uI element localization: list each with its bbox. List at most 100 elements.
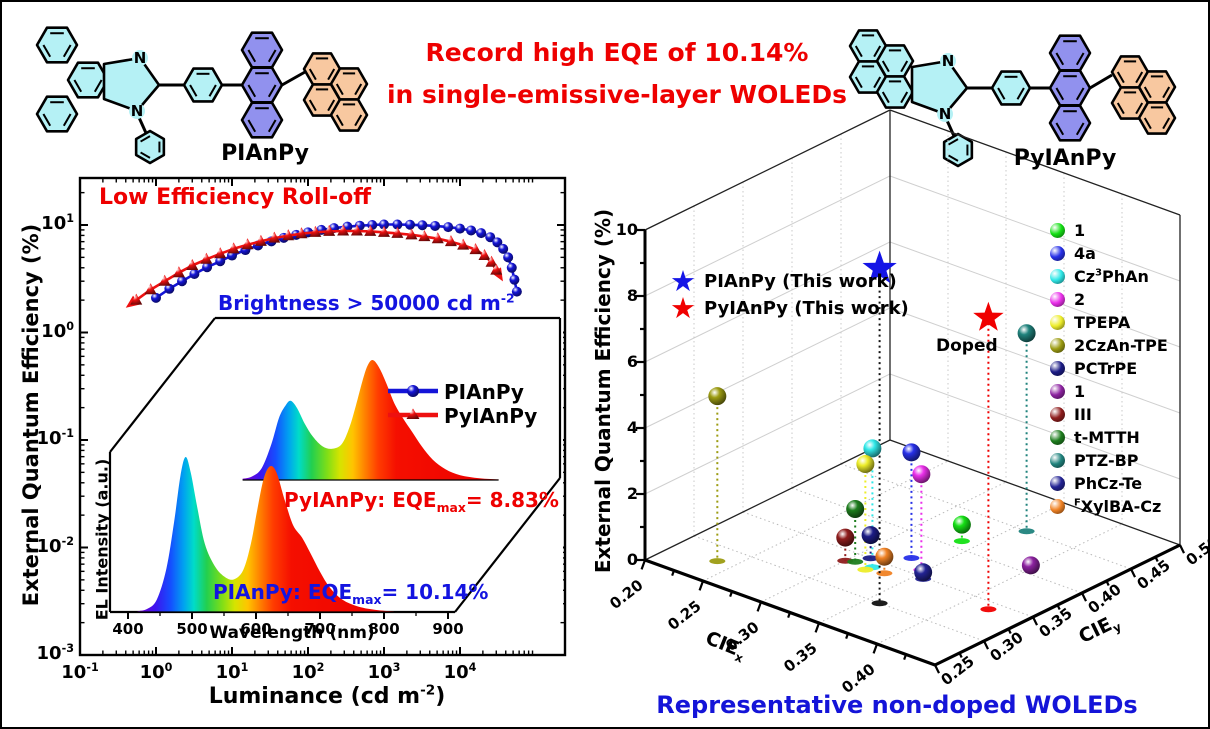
svg-text:N: N [942, 52, 955, 70]
inset-x-tick-label: 800 [368, 620, 400, 638]
legend-label: TPEPA [1074, 313, 1131, 332]
data-point-4a [902, 443, 921, 462]
star-PyIAnPy [973, 301, 1004, 331]
eqe-luminance-plot [78, 176, 567, 657]
pyianpy-structure: NN [848, 29, 1177, 168]
legend-row: 2CzAn-TPE [1050, 334, 1168, 357]
sphere-marker-icon [1050, 407, 1065, 422]
cie-3d-scatter-plot [636, 109, 1185, 674]
eqe-chart-xlabel: Luminance (cd m-2) [208, 682, 446, 709]
sphere-marker-icon [1050, 315, 1065, 330]
y-tick-label: 10-1 [36, 427, 74, 449]
inset-x-tick-label: 400 [112, 620, 144, 638]
star-icon: ★ [670, 291, 696, 325]
headline-line1: Record high EQE of 10.14% [425, 38, 809, 67]
inset-ylabel: EL Intensity (a.u.) [92, 458, 112, 621]
data-point-PhCz-Te [914, 563, 933, 582]
star-legend-label: PIAnPy (This work) [704, 271, 897, 292]
doped-annotation: Doped [936, 336, 998, 356]
data-point-2CzAn-TPE [708, 387, 727, 406]
legend-label: 4a [1074, 244, 1096, 263]
this-work-star-legend: ★ PIAnPy (This work) ★ PyIAnPy (This work) [666, 264, 909, 325]
sphere-marker-icon [1050, 223, 1065, 238]
data-point-2 [912, 465, 931, 484]
data-point-PCTrPE [861, 526, 880, 545]
star-icon: ★ [670, 264, 696, 298]
eqe-tick-label: 6 [626, 352, 638, 371]
sphere-marker-icon [1050, 338, 1065, 353]
legend-row: PCTrPE [1050, 357, 1168, 380]
molecule-label-pyianpy: PyIAnPy [1013, 146, 1117, 171]
legend-row: 4a [1050, 242, 1168, 265]
legend-label: 1 [1074, 221, 1086, 240]
legend-label: PhCz-Te [1074, 474, 1143, 493]
eqe-tick-label: 0 [626, 550, 638, 569]
sphere-marker-icon [1050, 269, 1065, 284]
data-point-1 [1021, 556, 1040, 575]
cie-chart-ylabel: External Quantum Efficiency (%) [591, 208, 615, 574]
legend-label: III [1074, 405, 1092, 424]
data-point-1 [952, 515, 971, 534]
sphere-marker-icon [1050, 499, 1065, 514]
legend-label: 2CzAn-TPE [1074, 336, 1168, 355]
caption-non-doped-woleds: Representative non-doped WOLEDs [656, 691, 1138, 719]
x-tick-label: 10-1 [61, 661, 99, 683]
eqe-tick-label: 4 [626, 418, 638, 437]
sphere-marker-icon [1050, 430, 1065, 445]
star-legend-row: ★ PyIAnPy (This work) [666, 291, 909, 325]
sphere-marker-icon [1050, 453, 1065, 468]
sphere-marker-icon [1050, 292, 1065, 307]
sphere-marker-icon [1050, 361, 1065, 376]
legend-label: 1 [1074, 382, 1086, 401]
pianpy-structure: NN [35, 26, 369, 165]
data-point-TPEPA [856, 455, 875, 474]
sphere-marker-icon [1050, 246, 1065, 261]
y-tick-label: 10-2 [36, 534, 74, 557]
legend-row: 1 [1050, 219, 1168, 242]
data-point-FXylBA-Cz [875, 547, 894, 566]
data-point-III [836, 528, 855, 547]
star-legend-label: PyIAnPy (This work) [704, 298, 909, 319]
inset-legend-label-pianpy: PIAnPy [444, 380, 524, 404]
eqe-tick-label: 2 [626, 484, 638, 503]
legend-label: PCTrPE [1074, 359, 1138, 378]
y-tick-label: 10-3 [36, 642, 74, 664]
svg-text:N: N [939, 105, 952, 123]
x-tick-label: 103 [367, 661, 401, 683]
y-tick-label: 100 [41, 319, 74, 342]
inset-legend-label-pyianpy: PyIAnPy [444, 404, 538, 428]
star-PIAnPy [862, 250, 897, 284]
legend-row: III [1050, 403, 1168, 426]
x-tick-label: 101 [215, 661, 249, 683]
legend-row: Cz3PhAn [1050, 265, 1168, 288]
legend-label: t-MTTH [1074, 428, 1140, 447]
legend-row: 1 [1050, 380, 1168, 403]
star-legend-row: ★ PIAnPy (This work) [666, 264, 909, 298]
data-point-t-MTTH [846, 500, 865, 518]
inset-back-eqe-label: PyIAnPy: EQEmax= 8.83% [284, 488, 559, 515]
legend-row: PTZ-BP [1050, 449, 1168, 472]
molecule-label-pianpy: PIAnPy [221, 141, 309, 166]
legend-label: FXylBA-Cz [1074, 497, 1162, 516]
inset-x-tick-label: 700 [304, 620, 336, 638]
annotation-low-rolloff: Low Efficiency Roll-off [99, 185, 372, 210]
legend-row: PhCz-Te [1050, 472, 1168, 495]
inset-xlabel: Wavelength (nm) [209, 623, 375, 643]
legend-row: 2 [1050, 288, 1168, 311]
data-point-PTZ-BP [1017, 324, 1036, 343]
data-point-Cz3PhAn [863, 439, 882, 458]
headline-line2: in single-emissive-layer WOLEDs [386, 80, 848, 109]
eqe-tick-label: 10 [615, 220, 638, 239]
inset-front-eqe-label: PIAnPy: EQEmax= 10.14% [213, 580, 489, 607]
sphere-marker-icon [1050, 476, 1065, 491]
reference-device-legend: 1 4a Cz3PhAn 2 TPEPA 2CzAn-TPE PCTrPE 1 III t-MTT… [1050, 219, 1168, 518]
svg-text:N: N [134, 49, 147, 67]
el-spectra-inset [108, 316, 563, 619]
eqe-tick-label: 8 [626, 286, 638, 305]
legend-label: Cz3PhAn [1074, 267, 1149, 286]
annotation-brightness: Brightness > 50000 cd m-2 [218, 290, 515, 315]
y-tick-label: 101 [41, 212, 74, 234]
inset-x-tick-label: 500 [176, 620, 208, 638]
